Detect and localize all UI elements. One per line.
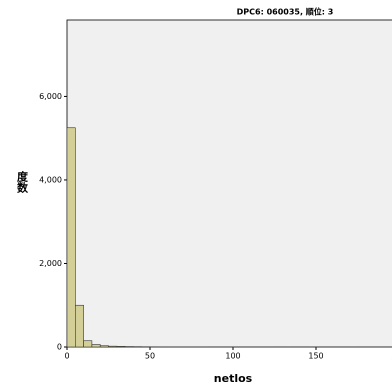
y-axis-label: 度数 [16, 170, 29, 194]
x-tick-label: 50 [145, 352, 155, 361]
bar [108, 345, 118, 348]
chart-title: DPC6: 060035, 順位: 3 [237, 7, 334, 17]
x-tick-label: 100 [225, 352, 240, 361]
bar [91, 344, 101, 348]
bar [83, 340, 93, 348]
plot-area [66, 19, 392, 348]
x-tick-label: 0 [64, 352, 69, 361]
y-tick-label: 6,000 [39, 92, 62, 101]
x-tick-label: 150 [308, 352, 323, 361]
y-tick-label: 2,000 [39, 259, 62, 268]
bar [66, 127, 76, 348]
bar [116, 346, 126, 348]
y-tick-label: 0 [57, 343, 62, 352]
bar [75, 304, 84, 348]
y-tick-label: 4,000 [39, 175, 62, 184]
bar [99, 345, 109, 348]
x-axis-label: netlos [214, 372, 253, 385]
